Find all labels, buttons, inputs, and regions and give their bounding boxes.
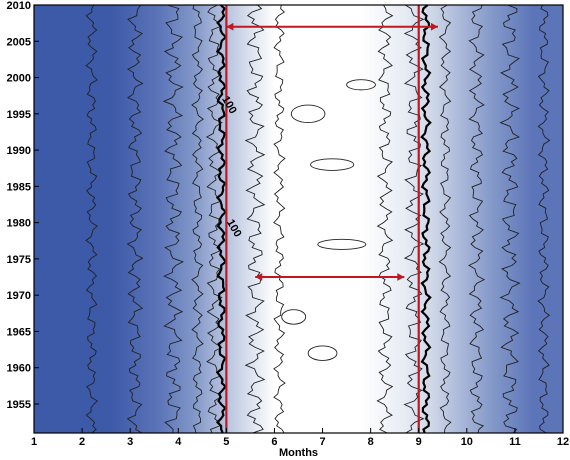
contour-blob — [346, 79, 376, 91]
contour-line — [438, 4, 452, 434]
contour-line-100-right — [420, 4, 432, 434]
x-tick-label: 1 — [31, 436, 37, 448]
x-tick-label: 6 — [271, 436, 277, 448]
y-tick-label: 2005 — [7, 36, 31, 48]
x-tick-label: 5 — [223, 436, 229, 448]
y-tick-label: 2010 — [7, 0, 31, 12]
vertical-markers — [225, 5, 420, 433]
y-tick-label: 1960 — [7, 363, 31, 375]
contour-line — [85, 4, 99, 434]
y-tick-label: 1975 — [7, 254, 31, 266]
contour-line — [499, 4, 521, 434]
x-tick-label: 9 — [416, 436, 422, 448]
contour-line — [468, 4, 486, 434]
heatmap-background — [34, 5, 563, 433]
heatmap-fill — [34, 5, 563, 433]
x-axis-label: Months — [279, 447, 318, 459]
contour-line — [126, 4, 144, 434]
x-tick-label: 11 — [509, 436, 521, 448]
arrow-head-right — [430, 22, 438, 31]
x-tick-label: 4 — [175, 436, 182, 448]
x-axis-ticks: 1 2 3 4 5 6 7 8 9 10 11 12 — [31, 428, 569, 448]
contour-line-100-left — [215, 4, 228, 434]
contour-blob — [281, 309, 307, 325]
contour-line — [191, 4, 204, 434]
x-tick-label: 12 — [557, 436, 569, 448]
contour-blob — [307, 345, 338, 361]
contour-line — [244, 4, 266, 434]
y-tick-label: 1970 — [7, 290, 31, 302]
y-axis-ticks: 1955 1960 1965 1970 1975 1980 1985 1990 1995 2000… — [7, 0, 39, 411]
contour-lines — [85, 4, 551, 434]
contour-blob — [317, 238, 367, 250]
y-tick-label: 1985 — [7, 181, 31, 193]
y-tick-label: 1955 — [7, 399, 31, 411]
contour-line — [403, 4, 425, 434]
x-tick-label: 8 — [368, 436, 374, 448]
contour-line — [376, 4, 394, 434]
x-tick-label: 10 — [461, 436, 473, 448]
x-tick-label: 7 — [319, 436, 325, 448]
arrow-head-left — [226, 22, 234, 31]
plot-frame — [33, 4, 564, 434]
y-tick-label: 1990 — [7, 145, 31, 157]
y-tick-label: 1965 — [7, 326, 31, 338]
y-tick-label: 2000 — [7, 73, 31, 85]
x-tick-label: 2 — [79, 436, 85, 448]
contour-line — [273, 4, 286, 434]
contour-line — [205, 4, 223, 434]
arrow-head-right — [397, 273, 405, 281]
contour-line — [162, 4, 185, 434]
x-tick-label: 3 — [127, 436, 133, 448]
y-tick-label: 1980 — [7, 218, 31, 230]
y-tick-label: 1995 — [7, 109, 31, 121]
arrow-annotations — [226, 22, 438, 281]
arrow-head-left — [255, 273, 263, 281]
contour-blob — [290, 104, 326, 123]
contour-line — [537, 4, 551, 434]
contour-blob — [310, 158, 355, 171]
